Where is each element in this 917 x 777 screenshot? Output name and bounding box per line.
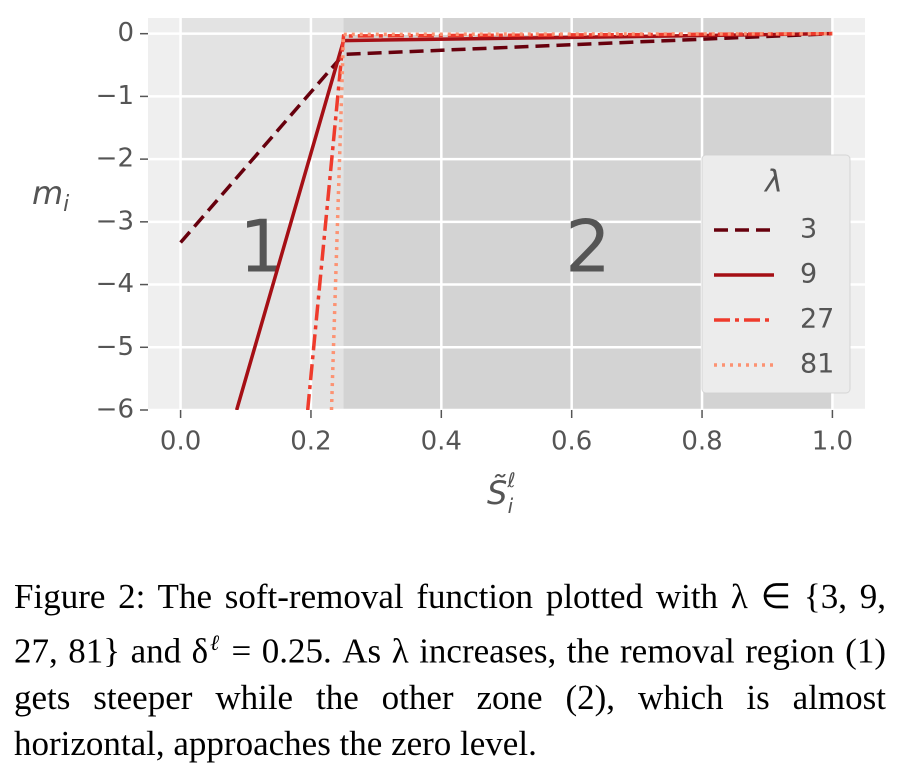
x-tick-label: 1.0 bbox=[812, 427, 853, 457]
caption-sup: ℓ bbox=[208, 630, 221, 655]
chart: 0 −1 −2 −3 −4 −5 −6 0.0 0.2 0.4 0.6 0.8 1.0 1 2 λ3 9 27 81… bbox=[32, 18, 865, 518]
y-tick-label: −1 bbox=[96, 81, 134, 111]
y-tick-label: −5 bbox=[96, 332, 134, 362]
legend-label: 81 bbox=[800, 349, 834, 380]
region-label: 2 bbox=[565, 205, 611, 289]
legend-label: 9 bbox=[800, 259, 817, 290]
x-tick-label: 0.2 bbox=[290, 427, 331, 457]
y-axis-label: mi bbox=[32, 174, 69, 217]
x-label-sup: ℓ bbox=[506, 468, 515, 492]
x-tick-label: 0.6 bbox=[551, 427, 592, 457]
x-tick-label: 0.0 bbox=[160, 427, 201, 457]
region-label: 1 bbox=[239, 205, 285, 289]
x-tick-label: 0.4 bbox=[421, 427, 462, 457]
y-tick-label: −2 bbox=[96, 144, 134, 174]
x-tick-label: 0.8 bbox=[681, 427, 722, 457]
x-label-sub: i bbox=[508, 494, 514, 518]
caption: Figure 2: The soft-removal function plot… bbox=[14, 574, 886, 767]
y-tick-label: −4 bbox=[96, 269, 134, 299]
region bbox=[180, 18, 344, 410]
series-line bbox=[179, 31, 833, 244]
y-tick-label: −6 bbox=[96, 395, 134, 425]
y-tick-label: 0 bbox=[117, 18, 134, 48]
y-label-sub: i bbox=[63, 192, 69, 217]
legend-label: 3 bbox=[800, 214, 817, 245]
y-label-base: m bbox=[32, 174, 63, 212]
caption-text: Figure 2: The soft-removal function plot… bbox=[14, 577, 886, 671]
x-axis-label: S̃ℓ i bbox=[487, 468, 516, 518]
x-label-base: S̃ bbox=[487, 474, 507, 512]
series-line bbox=[305, 31, 833, 410]
legend-label: 27 bbox=[800, 304, 834, 335]
legend-title: λ bbox=[763, 165, 783, 200]
legend-box bbox=[701, 154, 851, 394]
y-tick-label: −3 bbox=[96, 206, 134, 236]
caption-text: = 0.25. As λ increases, the removal regi… bbox=[14, 631, 886, 763]
